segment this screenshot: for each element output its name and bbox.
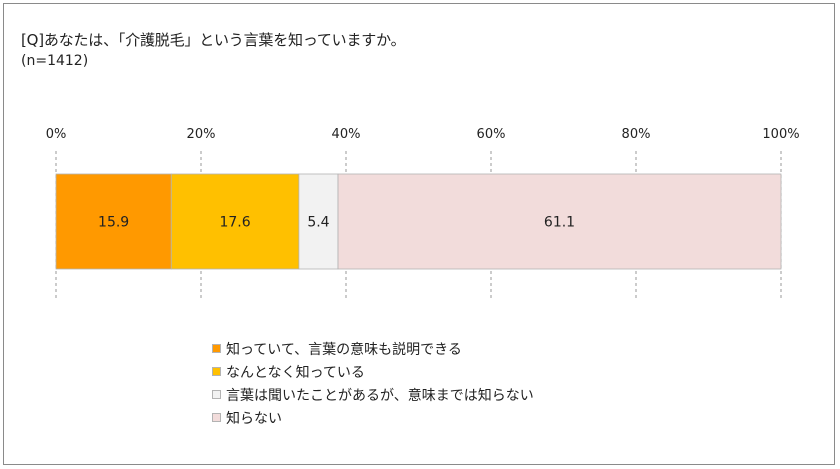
bar-segment — [298, 173, 339, 270]
legend-label: なんとなく知っている — [226, 364, 365, 381]
legend-label: 言葉は聞いたことがあるが、意味までは知らない — [226, 387, 534, 404]
tick-label: 100% — [762, 127, 799, 142]
legend-swatch — [212, 413, 221, 422]
data-label: 15.9 — [98, 215, 129, 231]
bar-segment — [170, 173, 300, 270]
legend-swatch — [212, 390, 221, 399]
legend-swatch — [212, 367, 221, 376]
legend-swatch — [212, 344, 221, 353]
bar-segment — [55, 173, 172, 270]
legend: 知っていて、言葉の意味も説明できる なんとなく知っている言葉は聞いたことがあるが、… — [212, 337, 534, 429]
tick-label: 80% — [622, 127, 651, 142]
legend-item: 知らない — [212, 406, 534, 429]
chart-title: [Q]あなたは、「介護脱毛」という言葉を知っていますか。 — [21, 31, 406, 49]
legend-label: 知らない — [226, 410, 282, 427]
legend-item: 知っていて、言葉の意味も説明できる — [212, 337, 534, 360]
legend-item: 言葉は聞いたことがあるが、意味までは知らない — [212, 383, 534, 406]
tick-labels: 0% 20% 40% 60% 80% 100% — [46, 127, 800, 142]
data-label: 61.1 — [544, 215, 575, 231]
data-label: 17.6 — [219, 215, 250, 231]
tick-label: 0% — [46, 127, 67, 142]
legend-label: 知っていて、言葉の意味も説明できる — [226, 341, 462, 358]
sample-size: (n=1412) — [21, 53, 89, 69]
bar-segment — [337, 173, 782, 270]
tick-label: 40% — [332, 127, 361, 142]
tick-label: 60% — [477, 127, 506, 142]
data-labels: 15.9 17.6 5.4 61.1 — [98, 215, 575, 231]
legend-item: なんとなく知っている — [212, 360, 534, 383]
bar-segments — [55, 173, 782, 270]
tick-label: 20% — [187, 127, 216, 142]
data-label: 5.4 — [307, 215, 329, 231]
